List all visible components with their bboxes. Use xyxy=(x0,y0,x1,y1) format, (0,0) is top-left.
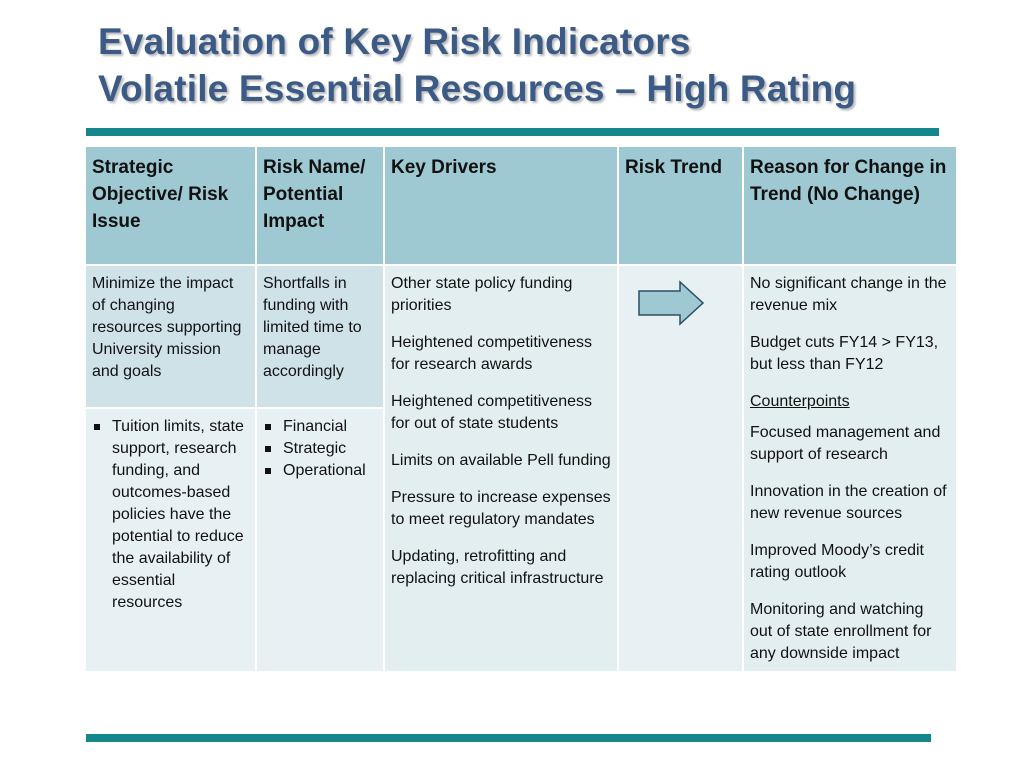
reason-item: No significant change in the revenue mix xyxy=(750,275,947,314)
cell-risk-issue: Tuition limits, state support, research … xyxy=(84,407,257,673)
list-item: Strategic xyxy=(263,438,377,460)
header-risk-trend: Risk Trend xyxy=(617,145,744,266)
header-risk-name: Risk Name/ Potential Impact xyxy=(255,145,385,266)
risk-indicator-table: Strategic Objective/ Risk Issue Risk Nam… xyxy=(84,145,958,673)
slide-title: Evaluation of Key Risk Indicators Volati… xyxy=(98,18,856,112)
key-driver-item: Heightened competitiveness for out of st… xyxy=(391,393,593,432)
key-driver-item: Updating, retrofitting and replacing cri… xyxy=(391,548,604,587)
right-arrow-icon xyxy=(625,273,736,333)
cell-reasons: No significant change in the revenue mix… xyxy=(742,264,958,673)
cell-risk-trend xyxy=(617,264,744,673)
table-header-row: Strategic Objective/ Risk Issue Risk Nam… xyxy=(84,145,958,266)
counterpoints-link[interactable]: Counterpoints xyxy=(750,393,850,410)
risk-issue-list: Tuition limits, state support, research … xyxy=(92,416,249,614)
key-driver-item: Pressure to increase expenses to meet re… xyxy=(391,489,611,528)
counterpoint-item: Innovation in the creation of new revenu… xyxy=(750,483,947,522)
title-line-1: Evaluation of Key Risk Indicators xyxy=(98,21,691,62)
potential-impact-list: Financial Strategic Operational xyxy=(263,416,377,482)
header-strategic-objective: Strategic Objective/ Risk Issue xyxy=(84,145,257,266)
table-row: Minimize the impact of changing resource… xyxy=(84,264,958,673)
key-driver-item: Heightened competitiveness for research … xyxy=(391,334,593,373)
counterpoint-item: Focused management and support of resear… xyxy=(750,424,941,463)
table-row: Tuition limits, state support, research … xyxy=(84,407,957,673)
key-driver-item: Limits on available Pell funding xyxy=(391,452,611,469)
counterpoint-item: Monitoring and watching out of state enr… xyxy=(750,601,932,662)
title-line-2: Volatile Essential Resources – High Rati… xyxy=(98,68,857,109)
top-divider-bar xyxy=(86,128,939,136)
cell-key-drivers: Other state policy funding priorities He… xyxy=(383,264,619,673)
reason-item: Budget cuts FY14 > FY13, but less than F… xyxy=(750,334,939,373)
counterpoint-item: Improved Moody’s credit rating outlook xyxy=(750,542,924,581)
cell-objective: Minimize the impact of changing resource… xyxy=(84,264,257,409)
header-key-drivers: Key Drivers xyxy=(383,145,619,266)
bottom-divider-bar xyxy=(86,734,931,742)
list-item: Operational xyxy=(263,460,377,482)
list-item: Financial xyxy=(263,416,377,438)
cell-risk-name: Shortfalls in funding with limited time … xyxy=(255,264,385,409)
key-driver-item: Other state policy funding priorities xyxy=(391,275,573,314)
list-item: Tuition limits, state support, research … xyxy=(92,416,249,614)
header-reason-for-change: Reason for Change in Trend (No Change) xyxy=(742,145,958,266)
cell-potential-impact: Financial Strategic Operational xyxy=(255,407,385,673)
